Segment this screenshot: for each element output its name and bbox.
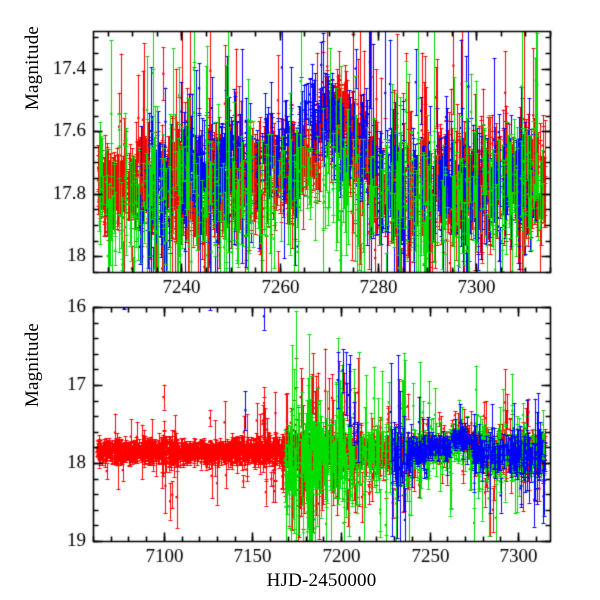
light-curve-figure: Magnitude Magnitude HJD-2450000 <box>0 0 600 600</box>
light-curve-canvas <box>0 0 600 600</box>
